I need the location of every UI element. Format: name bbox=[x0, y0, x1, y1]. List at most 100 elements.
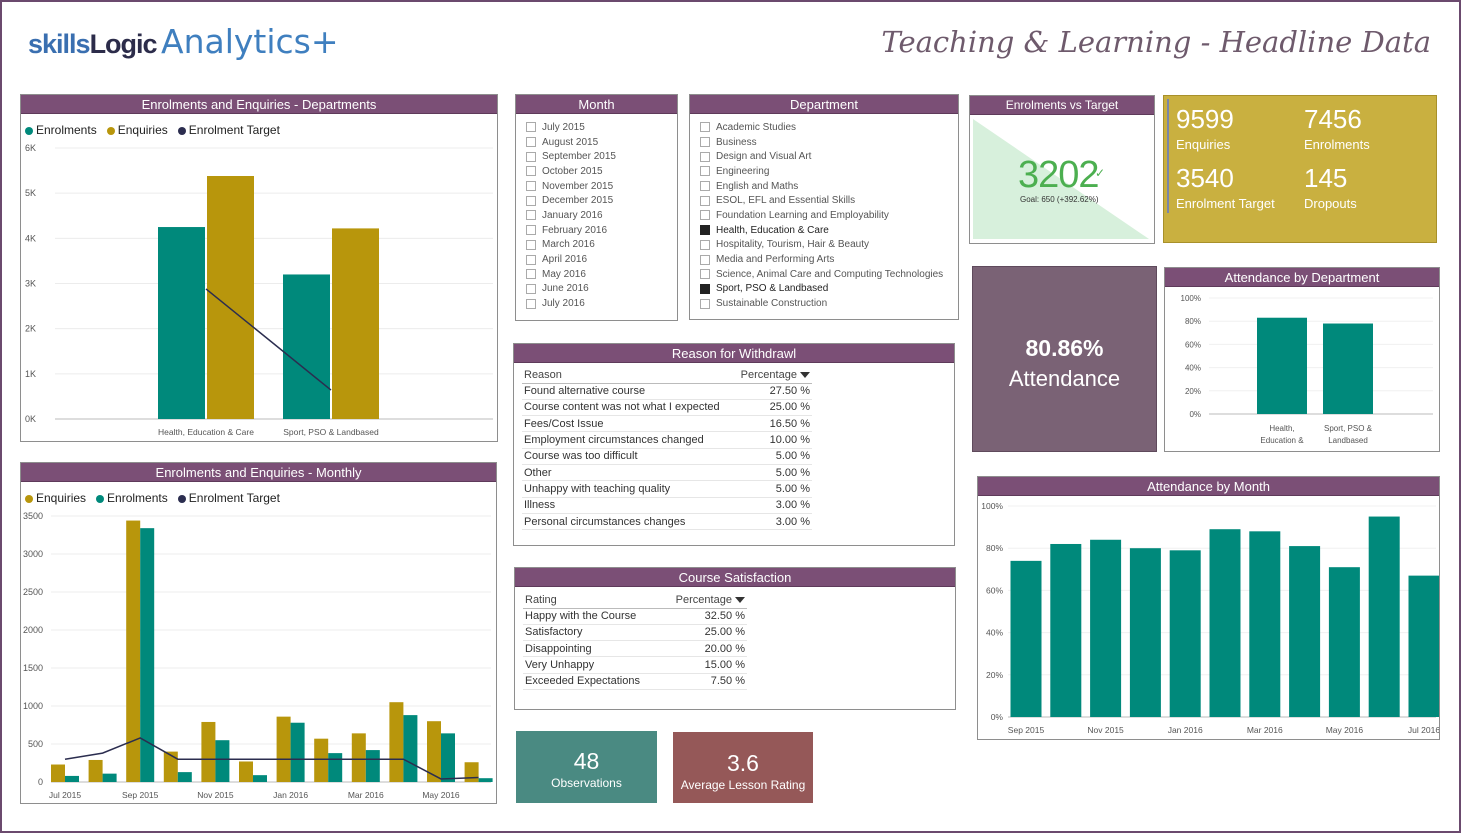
bar-attendance[interactable] bbox=[1368, 516, 1400, 717]
table-row[interactable]: Unhappy with teaching quality 5.00 % bbox=[522, 480, 812, 498]
table-row[interactable]: Very Unhappy 15.00 % bbox=[523, 656, 747, 674]
checkbox[interactable] bbox=[526, 210, 536, 221]
bar-enrolments[interactable] bbox=[283, 274, 330, 419]
department-option[interactable]: Media and Performing Arts bbox=[700, 252, 943, 267]
checkbox[interactable] bbox=[526, 151, 536, 162]
bar-enrolments[interactable] bbox=[253, 775, 267, 782]
checkbox[interactable] bbox=[526, 298, 536, 309]
checkbox[interactable] bbox=[526, 122, 536, 133]
col-header-percentage[interactable]: Percentage bbox=[661, 592, 747, 609]
checkbox[interactable] bbox=[700, 269, 710, 280]
bar-enquiries[interactable] bbox=[88, 759, 103, 782]
month-option[interactable]: October 2015 bbox=[526, 164, 616, 179]
table-row[interactable]: Other 5.00 % bbox=[522, 464, 812, 482]
bar-enquiries[interactable] bbox=[351, 733, 366, 782]
bar-enrolments[interactable] bbox=[328, 753, 343, 782]
month-option[interactable]: September 2015 bbox=[526, 149, 616, 164]
bar-attendance[interactable] bbox=[1209, 529, 1241, 717]
department-option[interactable]: Sport, PSO & Landbased bbox=[700, 282, 943, 297]
checkbox[interactable] bbox=[526, 181, 536, 192]
checkbox[interactable] bbox=[700, 181, 710, 192]
table-row[interactable]: Satisfactory 25.00 % bbox=[523, 624, 747, 642]
table-row[interactable]: Fees/Cost Issue 16.50 % bbox=[522, 415, 812, 433]
bar-enrolments[interactable] bbox=[158, 227, 205, 419]
bar-enrolments[interactable] bbox=[140, 528, 155, 782]
bar-attendance[interactable] bbox=[1249, 531, 1281, 717]
bar-enrolments[interactable] bbox=[65, 775, 79, 782]
checkbox[interactable] bbox=[700, 239, 710, 250]
bar-attendance[interactable] bbox=[1328, 567, 1360, 717]
table-row[interactable]: Employment circumstances changed 10.00 % bbox=[522, 431, 812, 449]
month-option[interactable]: June 2016 bbox=[526, 282, 616, 297]
bar-attendance[interactable] bbox=[1257, 317, 1307, 414]
department-option[interactable]: Business bbox=[700, 135, 943, 150]
checkbox[interactable] bbox=[526, 225, 536, 236]
department-option[interactable]: Hospitality, Tourism, Hair & Beauty bbox=[700, 238, 943, 253]
month-option[interactable]: February 2016 bbox=[526, 223, 616, 238]
checkbox[interactable] bbox=[526, 239, 536, 250]
bar-attendance[interactable] bbox=[1323, 323, 1373, 414]
bar-enquiries[interactable] bbox=[276, 716, 291, 782]
month-option[interactable]: May 2016 bbox=[526, 267, 616, 282]
bar-enquiries[interactable] bbox=[239, 761, 253, 782]
bar-attendance[interactable] bbox=[1129, 548, 1161, 717]
checkbox[interactable] bbox=[526, 137, 536, 148]
bar-enquiries[interactable] bbox=[201, 721, 216, 782]
month-option[interactable]: August 2015 bbox=[526, 135, 616, 150]
bar-attendance[interactable] bbox=[1010, 560, 1042, 717]
table-row[interactable]: Course content was not what I expected 25… bbox=[522, 399, 812, 417]
checkbox[interactable] bbox=[700, 283, 710, 294]
bar-enrolments[interactable] bbox=[290, 722, 305, 782]
table-row[interactable]: Personal circumstances changes 3.00 % bbox=[522, 513, 812, 531]
bar-enrolments[interactable] bbox=[441, 733, 455, 782]
department-option[interactable]: Academic Studies bbox=[700, 120, 943, 135]
department-option[interactable]: Science, Animal Care and Computing Techn… bbox=[700, 267, 943, 282]
col-header-percentage[interactable]: Percentage bbox=[734, 367, 812, 384]
bar-attendance[interactable] bbox=[1050, 543, 1082, 717]
month-option[interactable]: January 2016 bbox=[526, 208, 616, 223]
bar-enquiries[interactable] bbox=[51, 764, 65, 782]
checkbox[interactable] bbox=[700, 254, 710, 265]
department-option[interactable]: Foundation Learning and Employability bbox=[700, 208, 943, 223]
bar-enquiries[interactable] bbox=[163, 751, 178, 782]
checkbox[interactable] bbox=[700, 225, 710, 236]
department-option[interactable]: Engineering bbox=[700, 164, 943, 179]
checkbox[interactable] bbox=[526, 283, 536, 294]
table-row[interactable]: Happy with the Course 32.50 % bbox=[523, 608, 747, 625]
bar-attendance[interactable] bbox=[1408, 575, 1440, 717]
table-row[interactable]: Course was too difficult 5.00 % bbox=[522, 448, 812, 465]
sort-desc-icon[interactable] bbox=[735, 596, 745, 603]
bar-enrolments[interactable] bbox=[478, 778, 493, 782]
checkbox[interactable] bbox=[700, 210, 710, 221]
bar-enquiries[interactable] bbox=[332, 228, 379, 419]
bar-enquiries[interactable] bbox=[427, 721, 441, 782]
table-row[interactable]: Exceeded Expectations 7.50 % bbox=[523, 673, 747, 690]
col-header-reason[interactable]: Reason bbox=[522, 367, 735, 384]
department-option[interactable]: ESOL, EFL and Essential Skills bbox=[700, 193, 943, 208]
checkbox[interactable] bbox=[526, 195, 536, 206]
bar-attendance[interactable] bbox=[1169, 550, 1201, 717]
department-option[interactable]: Design and Visual Art bbox=[700, 149, 943, 164]
bar-enrolments[interactable] bbox=[177, 772, 192, 782]
checkbox[interactable] bbox=[526, 269, 536, 280]
month-option[interactable]: April 2016 bbox=[526, 252, 616, 267]
bar-enquiries[interactable] bbox=[389, 702, 404, 782]
bar-enquiries[interactable] bbox=[464, 762, 479, 782]
bar-enrolments[interactable] bbox=[102, 773, 117, 782]
col-header-rating[interactable]: Rating bbox=[523, 592, 662, 609]
table-row[interactable]: Found alternative course 27.50 % bbox=[522, 383, 812, 400]
bar-enquiries[interactable] bbox=[314, 738, 329, 782]
checkbox[interactable] bbox=[526, 254, 536, 265]
checkbox[interactable] bbox=[700, 195, 710, 206]
bar-attendance[interactable] bbox=[1090, 539, 1122, 717]
bar-enquiries[interactable] bbox=[207, 176, 254, 419]
department-option[interactable]: Health, Education & Care bbox=[700, 223, 943, 238]
month-option[interactable]: December 2015 bbox=[526, 193, 616, 208]
line-enrolment-target[interactable] bbox=[205, 288, 332, 391]
line-enrolment-target[interactable] bbox=[64, 737, 479, 780]
month-option[interactable]: March 2016 bbox=[526, 238, 616, 253]
month-option[interactable]: July 2016 bbox=[526, 296, 616, 311]
bar-enrolments[interactable] bbox=[365, 750, 380, 782]
checkbox[interactable] bbox=[700, 122, 710, 133]
month-option[interactable]: July 2015 bbox=[526, 120, 616, 135]
